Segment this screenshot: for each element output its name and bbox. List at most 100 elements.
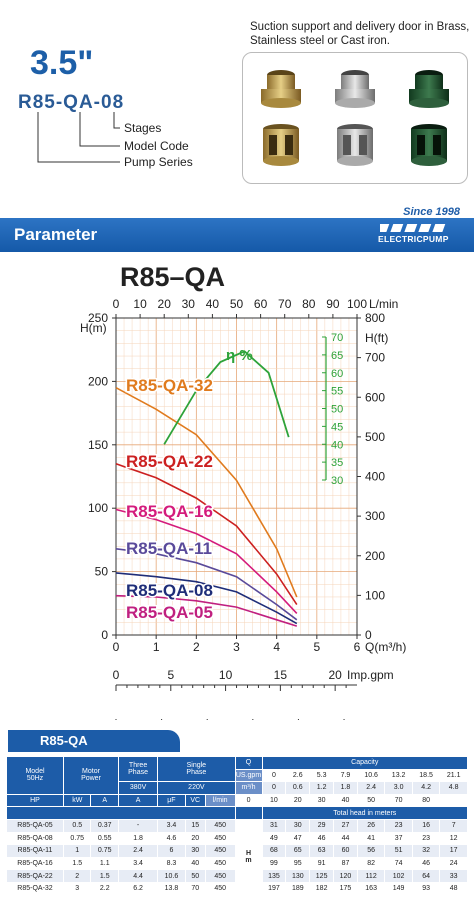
- three-phase-a-cell: 2.4: [117, 844, 159, 858]
- head-three: Three Phase: [117, 755, 159, 783]
- head-value-cell: 7: [439, 818, 468, 833]
- q-unit-usgpm: US.gpm: [234, 768, 263, 783]
- x-top-tick-label: 100: [347, 297, 367, 311]
- capacity-lmin-value: 40: [333, 793, 358, 808]
- capacity-usgpm-value: 7.9: [333, 768, 358, 783]
- capacity-usgpm-value: 2.6: [285, 768, 311, 783]
- head-value-cell: 125: [309, 869, 335, 883]
- total-head-label: Total head in meters: [261, 806, 469, 820]
- head-value-cell: 95: [285, 856, 311, 871]
- series-label-r85-qa-32: R85-QA-32: [126, 376, 213, 395]
- y-right-tick-label: 600: [365, 390, 385, 404]
- brass-suction-support: [263, 124, 299, 166]
- head-value-cell: 24: [439, 856, 468, 871]
- table-row: R85-QA-22 2 1.5 4.4 10.6 50 450 135 130 125 120 112…: [6, 869, 468, 883]
- brass-delivery-fitting: [261, 70, 301, 108]
- unit-header: kW: [62, 793, 92, 808]
- legend-stages: Stages: [124, 121, 161, 135]
- model-cell: R85-QA-08: [6, 831, 64, 846]
- x-top-tick-label: 90: [326, 297, 340, 311]
- capacity-lmin-value: 30: [309, 793, 335, 808]
- model-cell: R85-QA-16: [6, 856, 64, 871]
- fittings-illustration: [261, 70, 449, 166]
- spec-table: Model 50Hz Motor Power Three Phase Single Ph…: [6, 755, 469, 896]
- head-single: Single Phase: [157, 755, 236, 783]
- blank-cell: [234, 806, 263, 820]
- model-code-legend: Stages Model Code Pump Series: [37, 112, 193, 169]
- head-value-cell: 23: [411, 831, 441, 846]
- efficiency-tick-label: 65: [331, 350, 343, 362]
- parameter-banner: [0, 218, 474, 252]
- h-letter: H: [245, 850, 252, 858]
- x-top-tick-label: 10: [133, 297, 147, 311]
- y-left-tick-label: 200: [88, 374, 108, 388]
- head-value-cell: 44: [333, 831, 358, 846]
- imp-gpm-tick-label: 0: [113, 668, 120, 682]
- head-value-cell: 60: [333, 844, 358, 858]
- hp-cell: 0.5: [62, 818, 92, 833]
- total-head-row: Total head in meters: [6, 806, 469, 820]
- y-right-tick-label: 200: [365, 549, 385, 563]
- capacitor-uf-cell: 70: [184, 881, 206, 896]
- capacitor-vc-cell: 450: [204, 856, 236, 871]
- head-value-cell: 65: [285, 844, 311, 858]
- q-unit-lmin: l/min: [204, 793, 236, 808]
- efficiency-tick-label: 30: [331, 475, 343, 487]
- head-value-cell: 33: [439, 869, 468, 883]
- kw-cell: 2.2: [90, 881, 119, 896]
- head-value-cell: 68: [261, 844, 287, 858]
- head-value-cell: 17: [439, 844, 468, 858]
- head-380v: 380V: [117, 781, 159, 795]
- head-three-l2: Phase: [128, 769, 148, 777]
- head-value-cell: 99: [261, 856, 287, 871]
- head-value-cell: 16: [411, 818, 441, 833]
- y-left-tick-label: 100: [88, 501, 108, 515]
- x-bottom-tick-label: 3: [233, 640, 240, 654]
- chart-curves: [115, 350, 298, 627]
- x-bottom-tick-label: 2: [193, 640, 200, 654]
- model-code-example: R85-QA-08: [18, 92, 125, 113]
- parameter-title: Parameter: [14, 225, 98, 244]
- curve-r85-qa-16: [115, 508, 298, 614]
- blank-cell: [6, 806, 236, 820]
- head-value-cell: 93: [411, 881, 441, 896]
- head-value-cell: 32: [411, 844, 441, 858]
- capacity-lmin-value: 0: [234, 793, 263, 808]
- head-value-cell: 26: [356, 818, 386, 833]
- head-motor-l2: Power: [81, 775, 101, 783]
- since-label: Since 1998: [403, 206, 460, 218]
- head-value-cell: 41: [356, 831, 386, 846]
- y-right-tick-label: 0: [365, 628, 372, 642]
- curve-r85-qa-32: [115, 386, 298, 598]
- imp-gpm-tick-label: 15: [274, 668, 288, 682]
- series-label-r85-qa-08: R85-QA-08: [126, 581, 213, 600]
- x-top-tick-label: 20: [158, 297, 172, 311]
- table-row: R85-QA-11 1 0.75 2.4 6 30 450 68 65 63 60 56 51 32 17: [6, 844, 468, 858]
- capacitor-vc-cell: 450: [204, 831, 236, 846]
- y-left-tick-label: 150: [88, 438, 108, 452]
- capacitor-uf-cell: 40: [184, 856, 206, 871]
- head-value-cell: 37: [384, 831, 413, 846]
- head-value-cell: 48: [439, 881, 468, 896]
- unit-header: μF: [157, 793, 186, 808]
- head-value-cell: 31: [261, 818, 287, 833]
- imp-gpm-tick-label: 10: [219, 668, 233, 682]
- legend-pump-series: Pump Series: [124, 155, 193, 169]
- capacity-lmin-value: 20: [285, 793, 311, 808]
- head-value-cell: 182: [309, 881, 335, 896]
- unit-header: VC: [184, 793, 206, 808]
- y-right-axis-label: H(ft): [365, 331, 388, 345]
- head-value-cell: 27: [333, 818, 358, 833]
- series-label-r85-qa-11: R85-QA-11: [126, 539, 212, 558]
- capacitor-uf-cell: 15: [184, 818, 206, 833]
- unit-header: A: [117, 793, 159, 808]
- efficiency-tick-label: 40: [331, 439, 343, 451]
- model-cell: R85-QA-05: [6, 818, 64, 833]
- efficiency-tick-label: 50: [331, 404, 343, 416]
- capacity-usgpm-value: 10.6: [356, 768, 386, 783]
- head-value-cell: 29: [309, 818, 335, 833]
- single-phase-a-cell: 3.4: [157, 818, 186, 833]
- m-letter: m: [245, 857, 252, 865]
- capacity-m3h-value: 0: [261, 781, 287, 795]
